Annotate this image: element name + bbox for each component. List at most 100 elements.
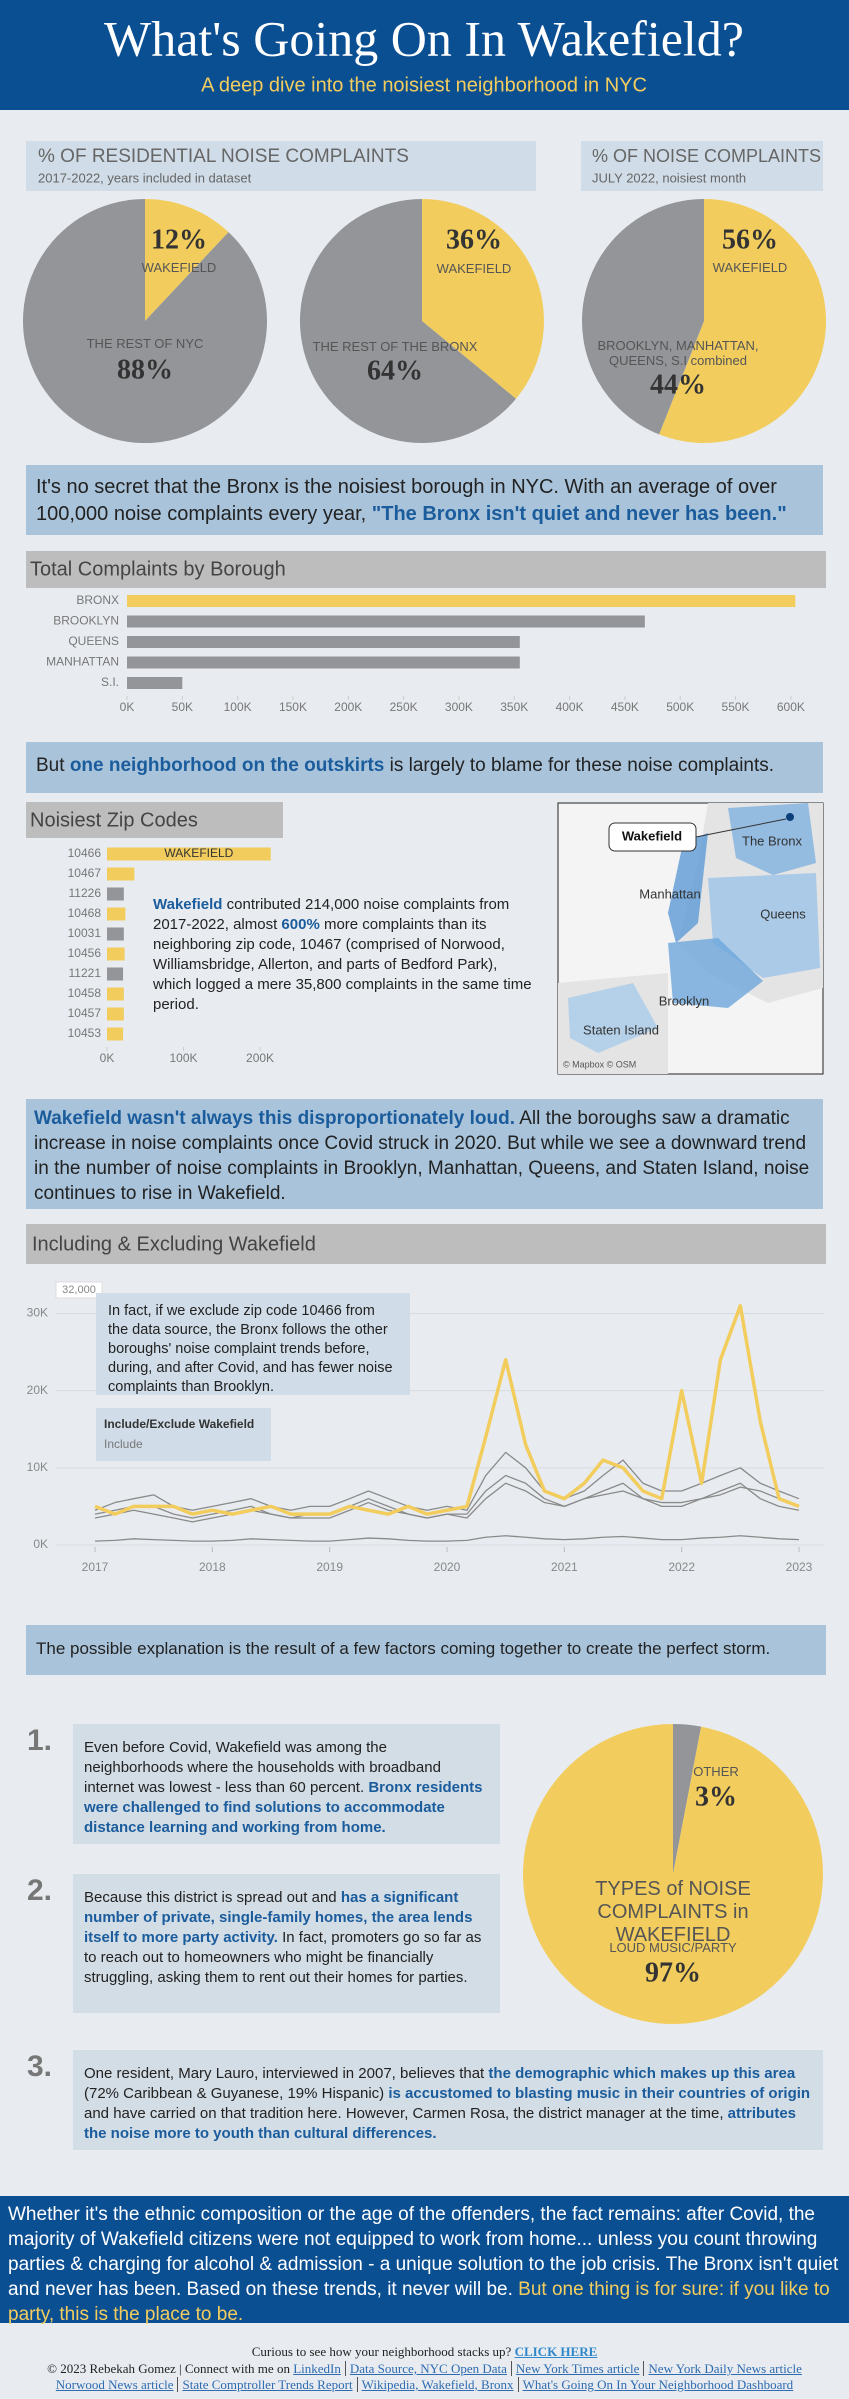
- bar-category-label: BROOKLYN: [53, 614, 119, 628]
- bar-category-label: 10457: [68, 1006, 102, 1020]
- map: Wakefield The Bronx Manhattan Queens Bro…: [557, 802, 824, 1075]
- series-line: [94, 1303, 800, 1516]
- bar-annotation: WAKEFIELD: [164, 846, 233, 860]
- pie-category-label: THE REST OF NYC: [86, 336, 204, 351]
- bar-category-label: 10456: [68, 946, 102, 960]
- footer-link[interactable]: Data Source, NYC Open Data: [344, 2361, 507, 2376]
- axis-max-box: [55, 1281, 103, 1299]
- bar-category-label: 10467: [68, 866, 102, 880]
- map-credit: © Mapbox © OSM: [563, 1059, 636, 1069]
- pie-slice: [582, 199, 704, 435]
- bar: [107, 987, 124, 1001]
- footer-prompt: Curious to see how your neighborhood sta…: [251, 2344, 512, 2359]
- bar: [107, 927, 124, 941]
- footer-link[interactable]: State Comptroller Trends Report: [177, 2377, 353, 2392]
- factor-box: One resident, Mary Lauro, interviewed in…: [73, 2050, 823, 2150]
- footer-link[interactable]: Norwood News article: [55, 2377, 174, 2392]
- x-tick-label: 0K: [120, 700, 135, 714]
- map-callout-line: [695, 818, 787, 838]
- bar: [107, 967, 124, 981]
- annotation-box: In fact, if we exclude zip code 10466 fr…: [96, 1293, 410, 1395]
- highlight-text: attributes the noise more to youth than …: [84, 2105, 797, 2142]
- highlight-text: 600%: [281, 916, 320, 933]
- pie-category-label: OTHER: [693, 1764, 739, 1779]
- bar: [107, 907, 126, 921]
- y-tick-label: 0K: [33, 1537, 48, 1551]
- x-tick-label: 100K: [170, 1051, 198, 1065]
- bar: [107, 1027, 124, 1041]
- x-tick-label: 2017: [82, 1560, 109, 1574]
- highlight-text: is accustomed to blasting music in their…: [388, 2085, 811, 2102]
- pie-header-title: % OF NOISE COMPLAINTS: [592, 146, 821, 166]
- x-tick-label: 200K: [334, 700, 362, 714]
- pie-category-label: LOUD MUSIC/PARTY: [609, 1940, 737, 1955]
- highlight-text: has a significant number of private, sin…: [84, 1889, 473, 1946]
- chart-title: Including & Excluding Wakefield: [32, 1233, 316, 1255]
- map-area: [708, 873, 820, 978]
- bar-category-label: 11221: [69, 966, 102, 980]
- pie-header-note: JULY 2022, noisiest month: [592, 170, 746, 185]
- body-text: But: [36, 755, 70, 776]
- footer-link[interactable]: LinkedIn: [293, 2361, 341, 2376]
- chart-header: [26, 1224, 826, 1264]
- x-tick-label: 2021: [551, 1560, 578, 1574]
- map-label: Queens: [760, 906, 806, 921]
- map-label: The Bronx: [742, 833, 802, 848]
- y-tick-label: 30K: [27, 1306, 48, 1320]
- bar-category-label: 10468: [68, 906, 102, 920]
- pie-value-label: 88%: [117, 354, 173, 385]
- x-tick-label: 2019: [316, 1560, 343, 1574]
- storm-box: The possible explanation is the result o…: [26, 1625, 826, 1675]
- x-tick-label: 50K: [172, 700, 193, 714]
- x-tick-label: 550K: [722, 700, 750, 714]
- body-text: Even before Covid, Wakefield was among t…: [84, 1739, 441, 1796]
- factor-number: 3.: [27, 2050, 53, 2083]
- x-tick-label: 2022: [668, 1560, 695, 1574]
- body-text: more complaints than its neighboring zip…: [153, 916, 532, 1013]
- cta-link[interactable]: CLICK HERE: [514, 2344, 598, 2359]
- y-tick-label: 10K: [27, 1460, 48, 1474]
- footer-link[interactable]: Wikipedia, Wakefield, Bronx: [356, 2377, 514, 2392]
- map-label: Staten Island: [583, 1022, 659, 1037]
- bar: [127, 615, 645, 628]
- copyright: © 2023 Rebekah Gomez | Connect with me o…: [47, 2361, 290, 2376]
- footer-link[interactable]: New York Times article: [510, 2361, 640, 2376]
- pie-value-label: 64%: [367, 355, 423, 386]
- map-area: [568, 983, 658, 1053]
- pie-header-box: [581, 141, 823, 191]
- pie-slice: [299, 198, 517, 444]
- zip-text: Wakefield contributed 214,000 noise comp…: [153, 895, 538, 1015]
- x-tick-label: 100K: [224, 700, 252, 714]
- series-line: [94, 1482, 800, 1523]
- body-text: In fact, promoters go so far as to reach…: [84, 1929, 482, 1986]
- pie-category-label: WAKEFIELD: [436, 261, 512, 276]
- bar-category-label: MANHATTAN: [46, 655, 119, 669]
- page-subtitle: A deep dive into the noisiest neighborho…: [201, 74, 647, 96]
- axis-max-label: 32,000: [62, 1284, 96, 1296]
- filter-value[interactable]: Include: [104, 1437, 143, 1451]
- body-text: is largely to blame for these noise comp…: [384, 755, 775, 776]
- footer-line: Norwood News article State Comptroller Tr…: [0, 2377, 849, 2393]
- x-tick-label: 0K: [100, 1051, 115, 1065]
- bar: [127, 656, 520, 669]
- map-label: Brooklyn: [659, 993, 710, 1008]
- pie-category-label: WAKEFIELD: [712, 260, 788, 275]
- map-area: [728, 803, 816, 875]
- header-band: [0, 0, 849, 110]
- x-tick-label: 2020: [434, 1560, 461, 1574]
- footer-link[interactable]: What's Going On In Your Neighborhood Das…: [517, 2377, 794, 2392]
- footer-link[interactable]: New York Daily News article: [643, 2361, 802, 2376]
- x-tick-label: 250K: [390, 700, 418, 714]
- x-tick-label: 500K: [666, 700, 694, 714]
- footer-line: © 2023 Rebekah Gomez | Connect with me o…: [0, 2361, 849, 2377]
- outskirts-box: But one neighborhood on the outskirts is…: [26, 742, 823, 793]
- bar: [107, 887, 124, 901]
- highlight-text: But one thing is for sure: if you like t…: [8, 2279, 830, 2325]
- map-label: Wakefield: [622, 828, 682, 843]
- pie-value-label: 97%: [645, 1957, 701, 1988]
- highlight-text: one neighborhood on the outskirts: [69, 755, 385, 776]
- pie-slice: [523, 1724, 824, 2024]
- body-text: It's no secret that the Bronx is the noi…: [36, 476, 777, 525]
- pie-slice: [422, 199, 544, 399]
